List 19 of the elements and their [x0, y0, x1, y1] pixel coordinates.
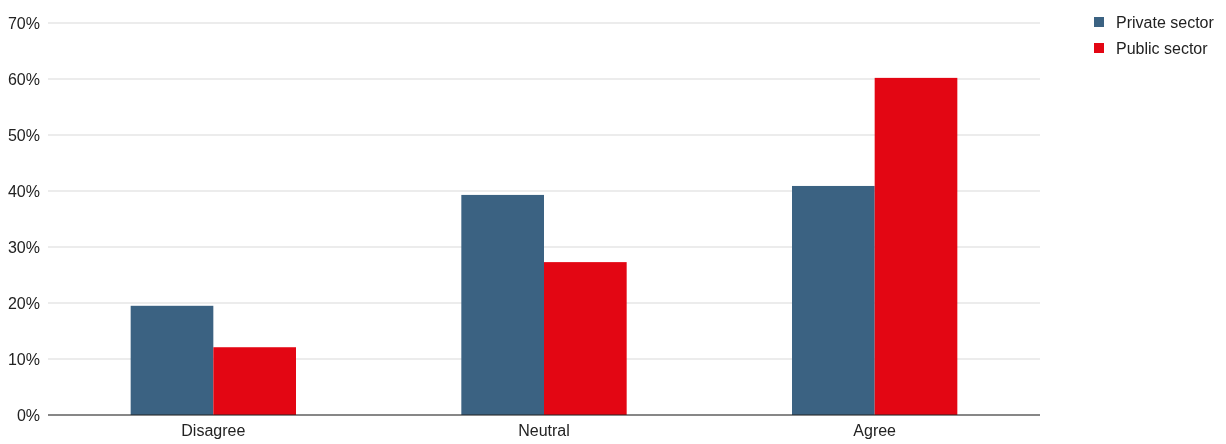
bar: [213, 347, 296, 415]
y-tick-label: 10%: [7, 350, 40, 368]
x-tick-label: Neutral: [518, 422, 570, 439]
bar: [544, 262, 627, 415]
bar: [461, 194, 544, 415]
bar: [874, 77, 958, 415]
x-tick-label: Agree: [853, 422, 897, 439]
y-tick-label: 70%: [7, 14, 40, 32]
y-tick-label: 30%: [7, 238, 40, 256]
y-tick-label: 40%: [7, 182, 40, 200]
legend-label: Public sector: [1116, 39, 1209, 57]
bar: [130, 305, 214, 415]
y-tick-label: 50%: [7, 126, 40, 144]
bar: [792, 185, 875, 415]
x-tick-label: Disagree: [181, 422, 246, 439]
y-tick-label: 20%: [7, 294, 40, 312]
y-tick-label: 60%: [7, 70, 40, 88]
y-tick-label: 0%: [16, 406, 40, 424]
legend-label: Private sector: [1116, 13, 1215, 31]
